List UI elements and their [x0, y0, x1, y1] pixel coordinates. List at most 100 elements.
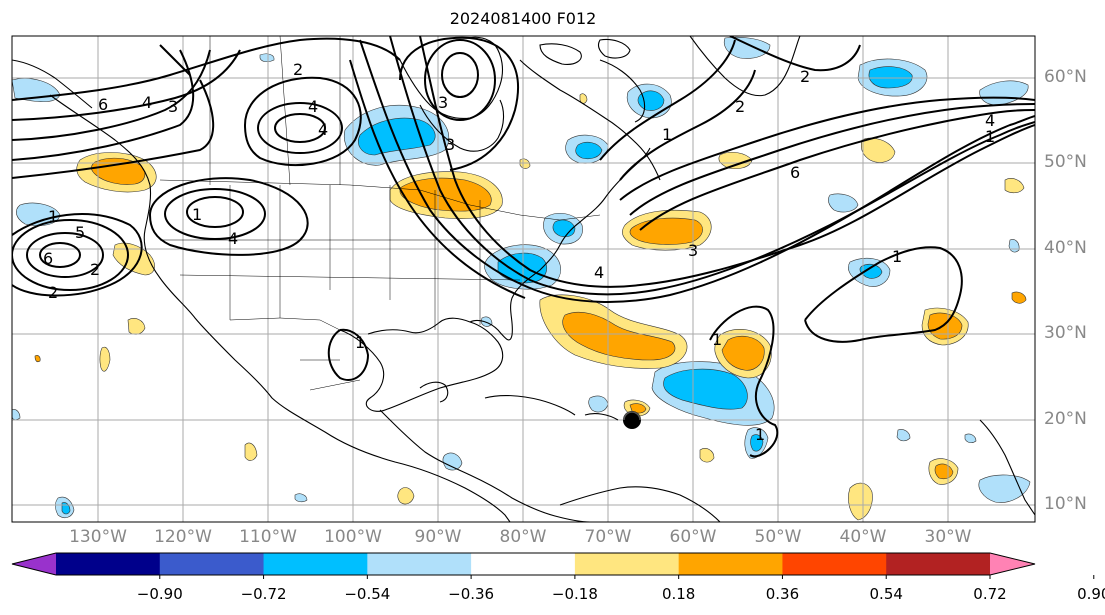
contour-label: 3	[688, 241, 698, 260]
contour-hudson-low-3	[399, 36, 519, 171]
colorbar-segment	[471, 553, 576, 575]
lat-label: 50°N	[1044, 152, 1087, 172]
colorbar-tick-label: 0.36	[765, 585, 800, 603]
contour-label: 5	[75, 223, 85, 242]
warm-region-small-3	[244, 442, 258, 461]
baffin-island	[599, 59, 646, 123]
warm-region-great-lakes-core	[399, 177, 492, 212]
blue-region-hudson-core	[358, 117, 436, 156]
greenland-coast	[689, 36, 801, 97]
lon-label: 120°W	[154, 527, 212, 547]
alaska-coast	[12, 59, 93, 109]
lon-label: 70°W	[584, 527, 632, 547]
contour-atlantic-2	[629, 103, 1035, 216]
atlantic-coastline	[469, 147, 651, 341]
yucatan	[419, 381, 449, 403]
mexico-states	[300, 359, 361, 391]
warm-region-small-8	[34, 355, 41, 363]
contour-label: 1	[662, 125, 672, 144]
colorbar-tick-label: −0.36	[448, 585, 495, 603]
contour-label: 4	[594, 263, 604, 282]
contour-label: 4	[308, 97, 318, 116]
colorbar-tick-label: −0.72	[240, 585, 287, 603]
contour-label: 4	[228, 229, 238, 248]
contour-label: 1	[892, 247, 902, 266]
arctic-islands-2	[597, 38, 631, 59]
colorbar-segment	[574, 553, 680, 575]
blue-region-greenland-west	[828, 193, 859, 213]
canada-prov-2	[279, 36, 291, 186]
hispaniola	[584, 413, 619, 421]
blue-region-baffin-core	[575, 141, 603, 160]
anomaly-shading	[12, 36, 1031, 521]
warm-region-east	[860, 137, 896, 163]
contour-subtropical-3	[804, 246, 963, 343]
blue-region-atlantic-core	[663, 368, 748, 410]
contour-trough-1	[419, 36, 1035, 288]
contour-labrador-2	[599, 39, 736, 161]
contour-greenland	[729, 36, 861, 72]
blue-region-great-lakes-core	[552, 219, 576, 238]
contour-label: 4	[142, 93, 152, 112]
warm-region-bc-coast-core	[91, 157, 146, 185]
contour-label: 3	[438, 93, 448, 112]
lon-label: 50°W	[754, 527, 802, 547]
contour-label: 1	[755, 425, 765, 444]
colorbar-extend-low	[12, 553, 56, 575]
contour-trough-2	[389, 36, 1035, 296]
warm-region-south-2	[397, 487, 415, 505]
contour-labrador-1	[619, 69, 756, 181]
us-canada-border	[159, 179, 601, 221]
contour-label: 1	[48, 207, 58, 226]
colorbar-segment	[367, 553, 472, 575]
colorbar-extend-high	[990, 553, 1035, 575]
blue-region-small-4	[259, 53, 275, 63]
lon-label: 90°W	[414, 527, 462, 547]
contour-westerly-4	[12, 49, 195, 161]
blue-region-caribbean	[588, 395, 609, 413]
blue-region-mexico	[442, 452, 463, 471]
blue-region-greenland-core	[868, 66, 913, 89]
contour-westerly-6	[159, 44, 191, 76]
colorbar-segment	[56, 553, 161, 575]
labrador-coast	[519, 59, 661, 181]
warm-region-small-4	[699, 448, 715, 463]
colorbar-segment	[159, 553, 265, 575]
contour-label: 4	[985, 111, 995, 130]
contour-trough-4	[349, 59, 526, 299]
contour-westerly-5	[12, 79, 215, 179]
colorbar-tick-label: −0.90	[136, 585, 183, 603]
lat-label: 20°N	[1044, 409, 1087, 429]
lat-label: 10°N	[1044, 494, 1087, 514]
contour-west-low-2	[164, 188, 266, 240]
contour-lines	[12, 36, 1035, 458]
contour-label: 1	[712, 330, 722, 349]
colorbar-segment	[886, 553, 991, 575]
colorbar-tick-label: 0.18	[661, 585, 696, 603]
lon-label: 100°W	[324, 527, 382, 547]
colorbar-outline	[11, 552, 1036, 576]
lat-label: 30°N	[1044, 323, 1087, 343]
contour-label: 2	[48, 283, 58, 302]
warm-region-west-coast	[112, 242, 155, 276]
contour-label: 2	[293, 60, 303, 79]
lon-label: 40°W	[839, 527, 887, 547]
gulf-coastline	[339, 317, 504, 412]
lon-label: 80°W	[499, 527, 547, 547]
warm-region-small-5	[1011, 291, 1027, 304]
lon-label: 110°W	[239, 527, 297, 547]
contour-label: 2	[800, 67, 810, 86]
blue-region-pacific-nw	[16, 202, 61, 226]
state-borders	[159, 36, 601, 391]
blue-region-small-2	[964, 433, 977, 444]
contour-west-low-1	[186, 196, 244, 228]
colorbar-segment	[263, 553, 368, 575]
blue-region-central-atlantic-core	[750, 434, 764, 452]
state-grid-8	[179, 274, 521, 281]
contour-pacific-low-1	[39, 242, 81, 268]
contour-label: 1	[355, 333, 365, 352]
contour-west-low-3	[149, 177, 309, 256]
colorbar	[11, 552, 1095, 579]
storm-marker-icon	[623, 411, 641, 429]
contour-label: 1	[985, 127, 995, 146]
